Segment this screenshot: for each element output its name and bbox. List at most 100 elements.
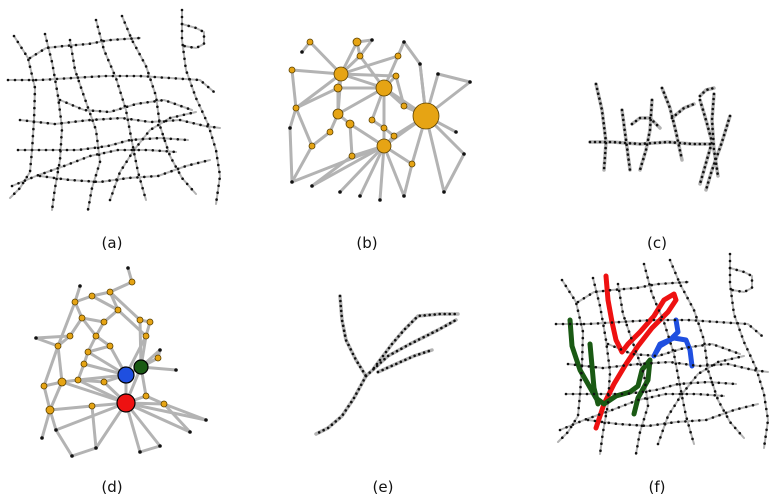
panel-f-line-8-station bbox=[736, 321, 739, 325]
panel-a-line-11-station bbox=[45, 175, 49, 179]
panel-d-edge bbox=[124, 401, 208, 422]
panel-f-line-6-station bbox=[691, 437, 694, 441]
panel-c-line-2-station bbox=[628, 163, 631, 166]
panel-c-line-6-station bbox=[711, 122, 714, 126]
panel-a-line-6-station bbox=[127, 125, 131, 128]
panel-a-line-11-station bbox=[38, 174, 42, 178]
panel-a-line-3-station bbox=[148, 137, 152, 140]
panel-f-line-5-station bbox=[639, 363, 642, 366]
panel-a-line-14-station bbox=[145, 132, 149, 135]
panel-c-line-6-station bbox=[712, 147, 716, 151]
panel-a-line-0-station bbox=[20, 46, 23, 50]
panel-b-edge bbox=[378, 144, 386, 202]
panel-b-leaf-node bbox=[338, 190, 342, 194]
panel-a-line-1-station bbox=[118, 74, 122, 78]
panel-a-line-3-station bbox=[169, 137, 173, 141]
panel-e-line-2-station bbox=[379, 361, 383, 364]
panel-f-line-7-station bbox=[703, 342, 706, 346]
panel-a-line-11-station bbox=[52, 176, 56, 180]
panel-c-line-5-station bbox=[700, 103, 703, 107]
panel-f-line-7-station bbox=[705, 356, 708, 360]
panel-e-line-0-station bbox=[351, 352, 355, 356]
panel-c-line-0-station bbox=[703, 142, 707, 146]
panel-f-line-0-station bbox=[579, 378, 583, 382]
panel-f-line-2-station bbox=[747, 367, 750, 371]
panel-a-line-8-station bbox=[190, 84, 193, 88]
panel-c-line-3-station bbox=[647, 133, 651, 137]
panel-f-line-1-station bbox=[652, 318, 656, 322]
panel-c-line-6-station bbox=[711, 132, 715, 136]
panel-a-line-10-station bbox=[130, 37, 133, 40]
panel-f-line-11-station bbox=[593, 419, 597, 423]
panel-a-line-9-station bbox=[187, 24, 190, 28]
panel-d-edge bbox=[116, 308, 148, 338]
panel-e-line-2-station bbox=[426, 333, 430, 337]
panel-a-line-14-track bbox=[109, 111, 197, 201]
panel-a-line-13-station bbox=[173, 102, 177, 106]
panel-f-line-10-station bbox=[588, 293, 592, 296]
panel-f-line-6-station bbox=[648, 283, 651, 286]
panel-c-line-1-station bbox=[603, 161, 606, 165]
panel-a-line-11-station bbox=[176, 167, 180, 171]
panel-c-line-6-station bbox=[711, 102, 715, 106]
panel-b-leaf-node bbox=[418, 62, 422, 66]
panel-a-line-3-station bbox=[155, 136, 159, 140]
panel-d-edge bbox=[68, 316, 84, 338]
panel-f-line-6-station bbox=[649, 289, 653, 293]
panel-d-edge bbox=[86, 344, 112, 354]
panel-b-leaf-node bbox=[378, 198, 382, 202]
panel-a-line-12-station bbox=[158, 149, 161, 153]
panel-b-hub-node bbox=[292, 104, 300, 112]
panel-d-hub-node bbox=[71, 298, 79, 306]
panel-e-line-0-station bbox=[341, 324, 345, 328]
panel-c-line-0-station bbox=[658, 141, 662, 144]
panel-f-line-8-station bbox=[765, 407, 768, 411]
panel-b-leaf-node bbox=[288, 126, 292, 130]
panel-f-line-14-station bbox=[656, 442, 660, 446]
panel-e-line-4-station bbox=[408, 356, 412, 360]
panel-f-line-9-station bbox=[750, 279, 754, 282]
panel-c-line-3-station bbox=[640, 162, 644, 166]
panel-b-edge bbox=[382, 144, 406, 198]
panel-c-line-5-station bbox=[698, 98, 702, 102]
panel-a-line-12-station bbox=[89, 154, 92, 158]
panel-a-line-7-station bbox=[171, 159, 174, 162]
panel-f-line-6-station bbox=[687, 424, 690, 427]
panel-c-line-6-station bbox=[712, 137, 715, 141]
panel-f-line-9-station bbox=[728, 266, 732, 270]
panel-e-line-2-station bbox=[440, 326, 443, 330]
panel-e-line-3-station bbox=[400, 331, 404, 334]
panel-a-line-11-station bbox=[129, 176, 132, 180]
panel-a-line-8-station bbox=[181, 43, 184, 47]
panel-b-edge bbox=[339, 54, 400, 76]
panel-f-line-0-station bbox=[560, 278, 564, 282]
panel-c-line-4-station bbox=[677, 144, 681, 147]
panel-d-edge bbox=[76, 378, 106, 384]
panel-b-hub-node bbox=[412, 102, 440, 130]
panel-f-line-12-station bbox=[692, 392, 696, 396]
panel-e-line-1-station bbox=[347, 405, 350, 408]
panel-f-line-6-station bbox=[689, 430, 692, 434]
panel-a-line-11-station bbox=[170, 169, 173, 173]
panel-a-line-8-station bbox=[218, 170, 221, 174]
panel-e-line-4-station bbox=[422, 351, 426, 354]
panel-b-leaf-node bbox=[310, 184, 314, 188]
panel-f-line-6-station bbox=[652, 296, 655, 299]
panel-f-line-3-station bbox=[599, 392, 603, 396]
panel-a-line-7-station bbox=[158, 119, 161, 122]
panel-f-line-2-station bbox=[657, 361, 660, 365]
panel-a-line-10-station bbox=[28, 56, 32, 60]
panel-a-line-3-station bbox=[127, 139, 131, 142]
panel-f-line-12-station bbox=[637, 398, 640, 402]
panel-a-line-1-station bbox=[174, 77, 178, 80]
panel-f-line-1-station bbox=[701, 319, 705, 323]
panel-c-line-10-station bbox=[670, 116, 674, 120]
panel-d-edge bbox=[56, 300, 77, 348]
panel-a-line-3-station bbox=[44, 148, 48, 152]
panel-f-line-8-station bbox=[763, 442, 766, 445]
panel-e-line-0-station bbox=[339, 304, 343, 308]
panel-b-edge bbox=[394, 74, 406, 108]
panel-a-line-8-station bbox=[180, 29, 184, 33]
panel-a-line-9-station bbox=[202, 42, 206, 45]
panel-f-line-13-station bbox=[734, 351, 738, 354]
